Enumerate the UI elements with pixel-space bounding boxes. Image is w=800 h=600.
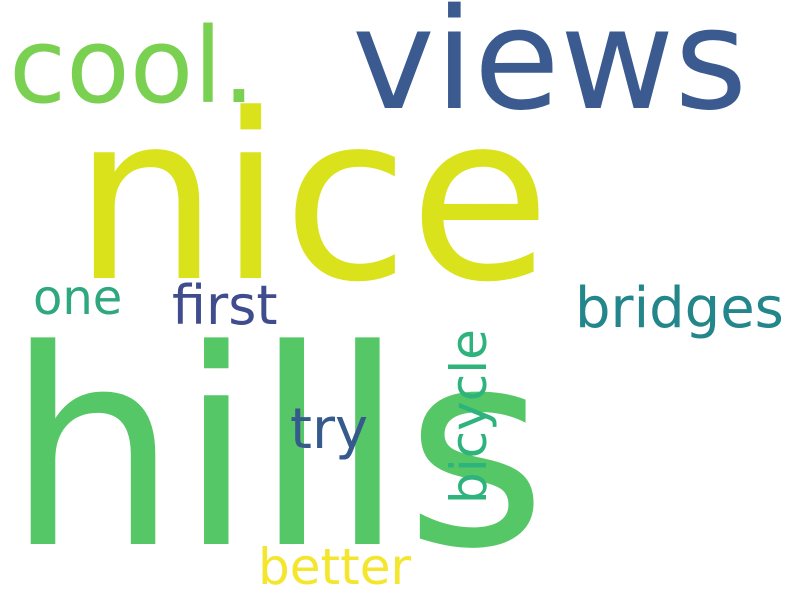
word-bicycle: bicycle (440, 329, 498, 504)
word-better: better (258, 538, 411, 596)
word-try: try (290, 397, 368, 462)
word-bridges: bridges (575, 276, 784, 341)
word-hills: hills (6, 293, 547, 600)
word-views: views (352, 0, 747, 142)
word-cool: cool. (9, 5, 255, 127)
word-first: first (172, 274, 278, 337)
word-one: one (33, 270, 122, 326)
word-nice: nice (73, 66, 551, 333)
